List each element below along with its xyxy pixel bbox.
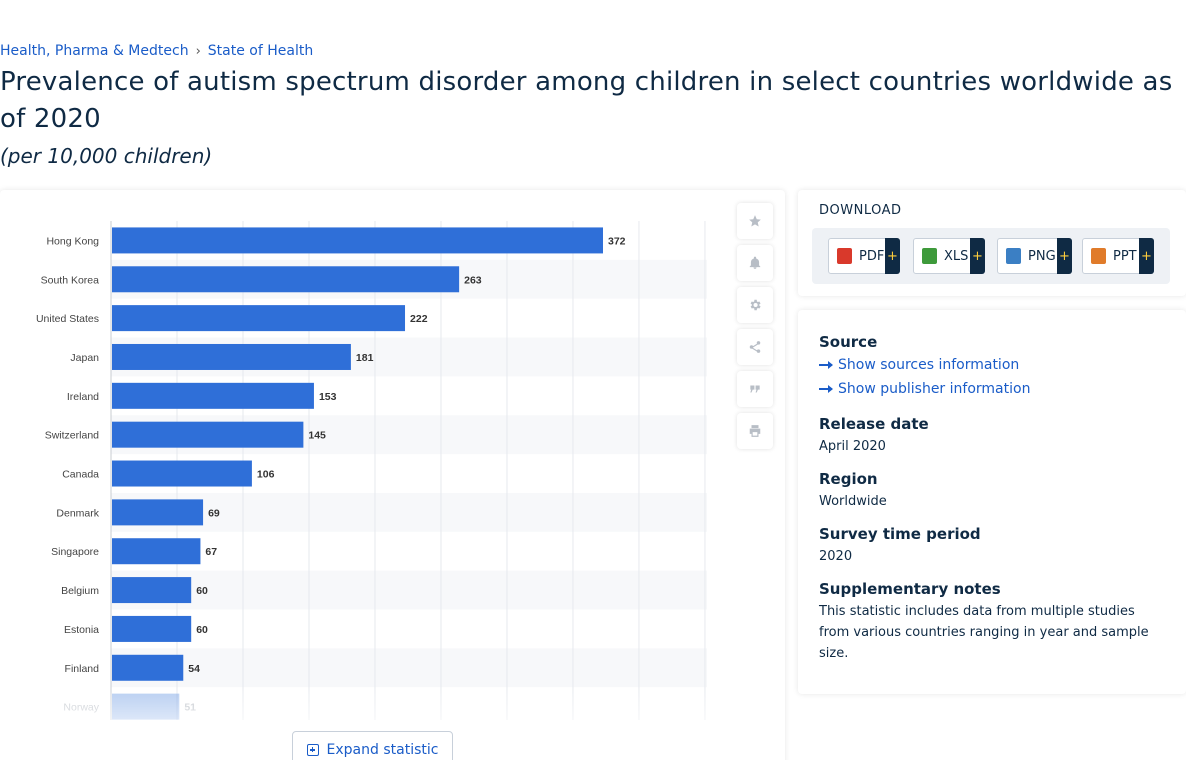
data-label: 67 — [205, 546, 217, 558]
region-value: Worldwide — [819, 491, 1149, 512]
data-label: 263 — [464, 274, 482, 286]
show-sources-label: Show sources information — [838, 357, 1019, 373]
bar — [112, 422, 303, 448]
pdf-file-icon — [837, 248, 852, 264]
chart-fade-overlay — [0, 687, 785, 720]
download-ppt-plus: + — [1139, 238, 1154, 274]
breadcrumb-separator: › — [196, 44, 201, 59]
category-label: Japan — [70, 352, 99, 364]
category-label: Singapore — [51, 546, 99, 558]
download-title: DOWNLOAD — [819, 203, 902, 218]
gear-icon — [748, 298, 762, 312]
region-heading: Region — [819, 470, 878, 488]
arrow-right-icon — [819, 388, 832, 390]
download-xls-button[interactable]: XLS + — [913, 238, 985, 274]
data-label: 222 — [410, 313, 428, 325]
bar — [112, 305, 405, 331]
bar — [112, 616, 191, 642]
category-label: Belgium — [61, 585, 99, 597]
bar — [112, 655, 183, 681]
chart-card: Hong Kong 372 South Korea 263 United States 2… — [0, 190, 785, 760]
bar — [112, 538, 200, 564]
data-label: 153 — [319, 391, 337, 403]
download-pdf-label: PDF — [859, 249, 884, 264]
category-label: Estonia — [64, 624, 99, 636]
data-label: 69 — [208, 507, 220, 519]
bar-chart: Hong Kong 372 South Korea 263 United States 2… — [0, 190, 785, 720]
data-label: 181 — [356, 352, 374, 364]
download-xls-plus: + — [970, 238, 985, 274]
bar — [112, 461, 252, 487]
bar — [112, 344, 351, 370]
bell-icon — [748, 256, 762, 270]
data-label: 60 — [196, 585, 208, 597]
settings-button[interactable] — [737, 287, 773, 323]
data-label: 54 — [188, 663, 200, 675]
data-label: 145 — [308, 430, 326, 442]
bar — [112, 266, 459, 292]
category-label: Canada — [62, 469, 99, 481]
download-png-label: PNG — [1028, 249, 1056, 264]
download-pdf-button[interactable]: PDF + — [828, 238, 900, 274]
data-label: 372 — [608, 235, 626, 247]
download-png-button[interactable]: PNG + — [997, 238, 1072, 274]
category-label: Ireland — [67, 391, 99, 403]
category-label: South Korea — [41, 274, 100, 286]
chart-toolbar — [737, 203, 773, 455]
category-label: Finland — [65, 663, 100, 675]
release-date-value: April 2020 — [819, 436, 1149, 457]
row-band — [111, 648, 707, 687]
bar — [112, 383, 314, 409]
category-label: Denmark — [56, 507, 99, 519]
expand-statistic-button[interactable]: Expand statistic — [292, 731, 453, 760]
page-title: Prevalence of autism spectrum disorder a… — [0, 64, 1180, 138]
quote-icon — [748, 382, 762, 396]
print-icon — [748, 424, 762, 438]
survey-period-value: 2020 — [819, 546, 1149, 567]
star-icon — [748, 214, 762, 228]
data-label: 106 — [257, 469, 275, 481]
download-png-plus: + — [1057, 238, 1072, 274]
show-publisher-link[interactable]: Show publisher information — [819, 381, 1030, 397]
survey-period-heading: Survey time period — [819, 525, 981, 543]
cite-button[interactable] — [737, 371, 773, 407]
download-ppt-button[interactable]: PPT + — [1082, 238, 1154, 274]
category-label: Hong Kong — [46, 235, 99, 247]
expand-plus-icon — [307, 744, 319, 756]
download-xls-label: XLS — [944, 249, 968, 264]
xls-file-icon — [922, 248, 937, 264]
category-label: United States — [36, 313, 99, 325]
statistic-info-panel: Source Show sources information Show pub… — [798, 310, 1186, 694]
data-label: 60 — [196, 624, 208, 636]
bar — [112, 577, 191, 603]
expand-statistic-label: Expand statistic — [327, 742, 439, 758]
show-sources-link[interactable]: Show sources information — [819, 357, 1019, 373]
source-heading: Source — [819, 333, 877, 351]
download-buttons: PDF + XLS + PNG + PPT + — [812, 228, 1170, 284]
notification-button[interactable] — [737, 245, 773, 281]
page-subtitle: (per 10,000 children) — [0, 144, 212, 168]
bar — [112, 499, 203, 525]
breadcrumb-topic-link[interactable]: State of Health — [208, 43, 313, 59]
supplementary-notes-value: This statistic includes data from multip… — [819, 601, 1149, 664]
ppt-file-icon — [1091, 248, 1106, 264]
favorite-button[interactable] — [737, 203, 773, 239]
breadcrumb-category-link[interactable]: Health, Pharma & Medtech — [0, 43, 189, 59]
share-icon — [748, 340, 762, 354]
show-publisher-label: Show publisher information — [838, 381, 1030, 397]
png-file-icon — [1006, 248, 1021, 264]
release-date-heading: Release date — [819, 415, 929, 433]
download-ppt-label: PPT — [1113, 249, 1137, 264]
breadcrumb: Health, Pharma & Medtech › State of Heal… — [0, 43, 313, 59]
download-panel: DOWNLOAD PDF + XLS + PNG + PPT + — [798, 190, 1186, 296]
bar — [112, 227, 603, 253]
download-pdf-plus: + — [885, 238, 900, 274]
arrow-right-icon — [819, 364, 832, 366]
share-button[interactable] — [737, 329, 773, 365]
category-label: Switzerland — [45, 430, 99, 442]
supplementary-notes-heading: Supplementary notes — [819, 580, 1001, 598]
print-button[interactable] — [737, 413, 773, 449]
